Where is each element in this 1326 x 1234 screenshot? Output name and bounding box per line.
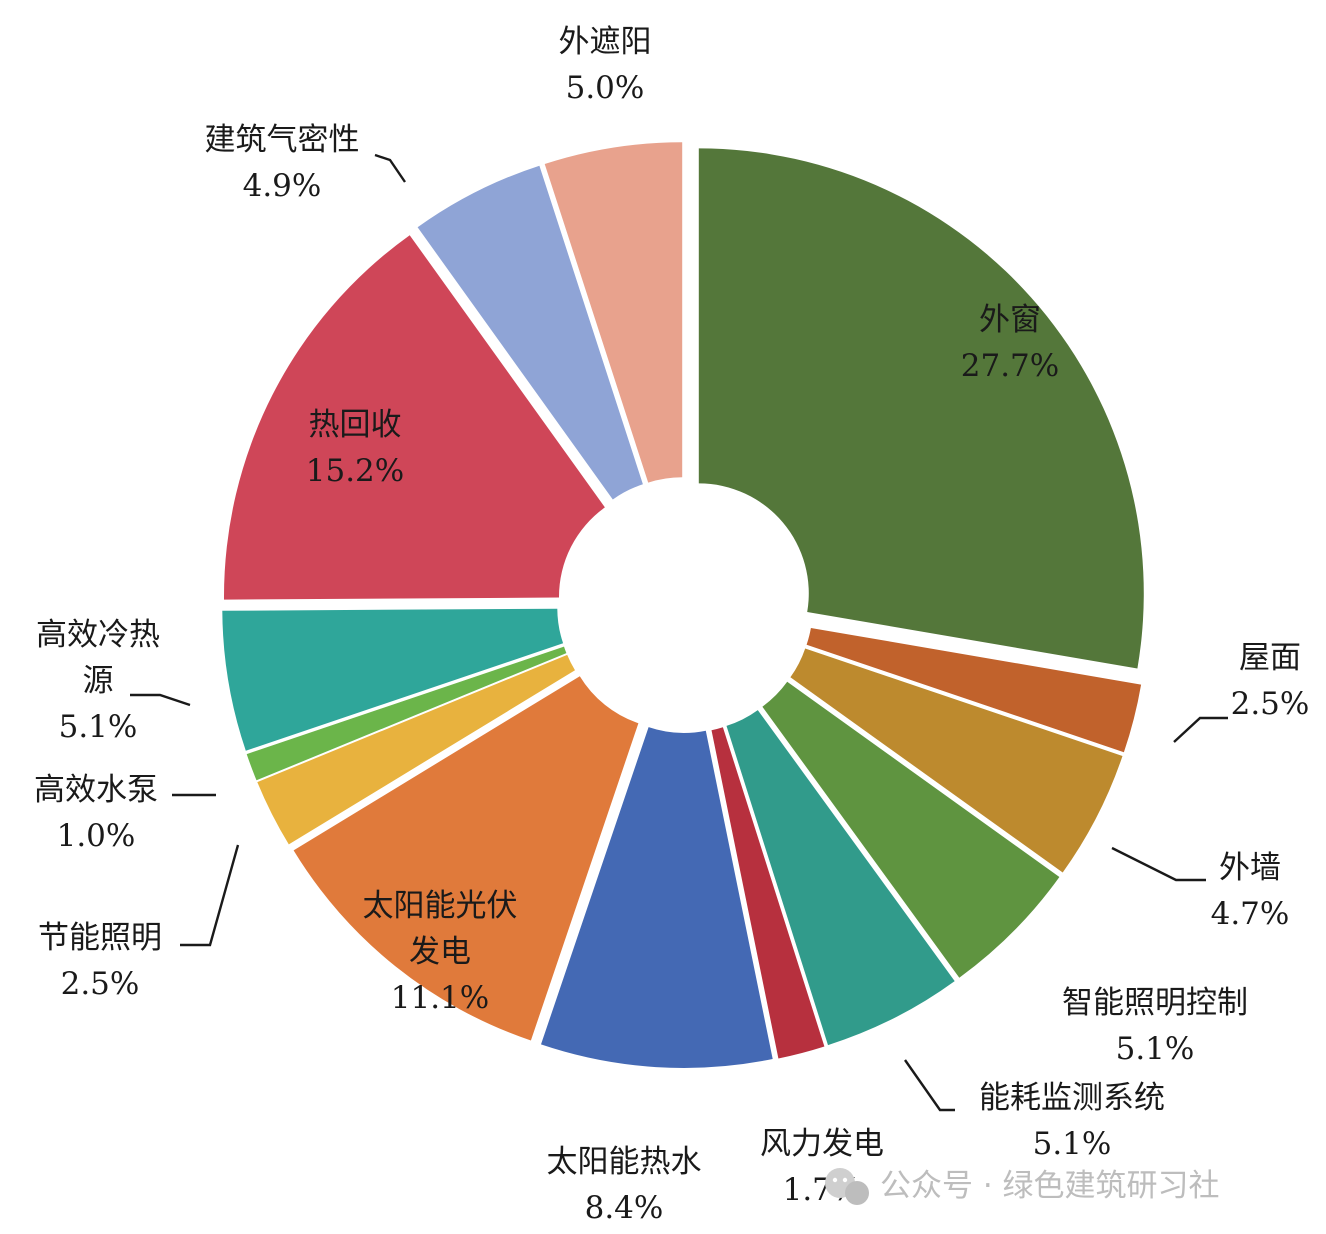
slice-name-label-3: 外墙 [1219, 850, 1281, 886]
pie-slice-14 [544, 142, 683, 483]
slice-value-label-14: 5.0% [566, 70, 645, 106]
leader-line-3 [1111, 846, 1206, 882]
slice-name-label-11: 源 [83, 663, 114, 699]
pie-slice-13 [417, 165, 643, 500]
pie-slice-10 [246, 646, 567, 781]
leader-line-2 [1173, 716, 1228, 743]
pie-slice-1 [698, 148, 1144, 669]
slice-name-label-10: 高效水泵 [34, 772, 158, 808]
pie-slice-9 [257, 654, 575, 845]
slice-value-label-13: 4.9% [243, 168, 322, 204]
pie-slice-11 [222, 608, 564, 751]
slice-value-label-11: 5.1% [59, 709, 138, 745]
leader-line-11 [130, 693, 191, 707]
pie-slice-5 [726, 710, 955, 1046]
slice-value-label-4: 5.1% [1116, 1031, 1195, 1067]
slice-name-label-14: 外遮阳 [559, 24, 652, 60]
pie-slice-2 [806, 628, 1142, 753]
slice-value-label-1: 27.7% [961, 348, 1059, 384]
slice-name-label-5: 能耗监测系统 [979, 1080, 1165, 1116]
slice-name-label-7: 太阳能热水 [547, 1144, 702, 1180]
pie-slice-8 [293, 676, 639, 1041]
slice-name-label-12: 热回收 [309, 407, 402, 443]
leader-line-9 [180, 844, 240, 947]
slice-value-label-10: 1.0% [57, 818, 136, 854]
slice-value-label-2: 2.5% [1231, 686, 1310, 722]
pie-slice-6 [711, 727, 825, 1059]
slice-name-label-11: 高效冷热 [36, 617, 160, 653]
watermark: 公众号 · 绿色建筑研习社 [825, 1168, 1220, 1205]
slice-name-label-8: 太阳能光伏 [363, 888, 518, 924]
pie-slice-3 [790, 648, 1123, 873]
slice-value-label-7: 8.4% [585, 1190, 664, 1226]
leader-line-5 [904, 1059, 955, 1112]
slice-name-label-13: 建筑气密性 [205, 122, 360, 158]
wechat-icon [825, 1168, 869, 1205]
slice-name-label-8: 发电 [409, 934, 471, 970]
pie-slice-4 [762, 681, 1060, 978]
slice-value-label-3: 4.7% [1211, 896, 1290, 932]
slice-name-label-1: 外窗 [979, 302, 1041, 338]
slice-name-label-4: 智能照明控制 [1062, 985, 1248, 1021]
slice-name-label-2: 屋面 [1239, 640, 1301, 676]
slice-value-label-9: 2.5% [61, 966, 140, 1002]
slice-value-label-12: 15.2% [306, 453, 404, 489]
leader-line-13 [374, 153, 406, 183]
slice-value-label-5: 5.1% [1033, 1126, 1112, 1162]
slice-name-label-6: 风力发电 [760, 1126, 884, 1162]
pie-slice-7 [541, 727, 773, 1068]
watermark-text: 公众号 · 绿色建筑研习社 [880, 1168, 1220, 1204]
slice-value-label-8: 11.1% [391, 980, 489, 1016]
slice-name-label-9: 节能照明 [38, 920, 162, 956]
pie-slice-12 [223, 235, 605, 600]
